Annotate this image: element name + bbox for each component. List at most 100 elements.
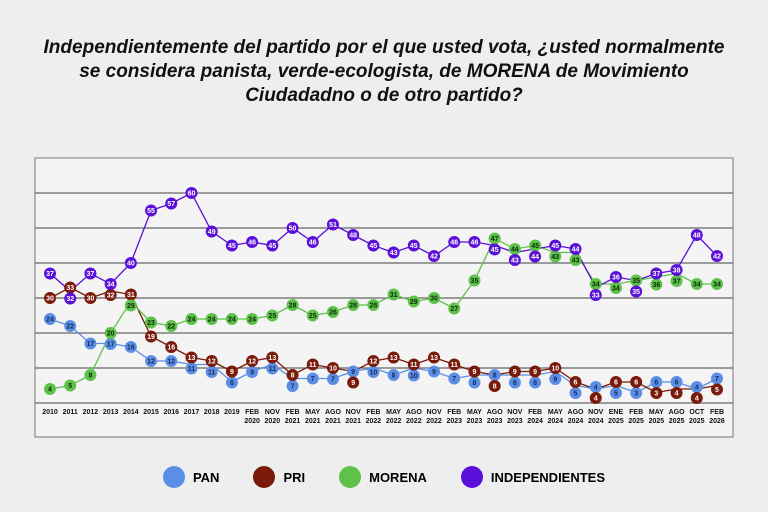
data-label-morena: 24 xyxy=(208,317,216,324)
data-label-morena: 45 xyxy=(531,243,539,250)
data-label-morena: 44 xyxy=(511,247,519,254)
data-label-morena: 31 xyxy=(390,292,398,299)
data-badge-pri xyxy=(650,387,663,399)
data-label-morena: 26 xyxy=(329,310,337,317)
data-label-independientes: 49 xyxy=(208,229,216,236)
data-badge-morena xyxy=(145,316,158,329)
data-badge-pri xyxy=(124,288,137,301)
data-badge-pri xyxy=(670,387,683,399)
data-badge-pan xyxy=(488,369,501,381)
legend-swatch xyxy=(162,466,185,488)
data-badge-pan xyxy=(104,338,117,350)
data-label-morena: 28 xyxy=(349,303,357,310)
data-label-morena: 28 xyxy=(289,303,297,310)
x-tick-label: NOV 2021 xyxy=(345,409,361,425)
data-badge-independientes xyxy=(306,236,319,248)
data-label-morena: 24 xyxy=(188,317,196,324)
data-label-morena: 27 xyxy=(450,306,458,313)
data-label-pan: 11 xyxy=(208,370,216,377)
data-badge-pri xyxy=(367,355,380,367)
data-badge-pan xyxy=(286,380,299,392)
data-badge-pan xyxy=(549,373,562,385)
data-badge-pri xyxy=(407,358,420,371)
data-badge-pan xyxy=(690,381,703,393)
data-badge-morena xyxy=(64,379,77,392)
data-badge-pan xyxy=(529,376,542,389)
data-label-pan: 5 xyxy=(574,391,578,398)
data-label-independientes: 36 xyxy=(612,275,620,282)
data-badge-pan xyxy=(609,387,622,399)
data-label-pri: 9 xyxy=(533,369,537,376)
data-badge-pri xyxy=(468,365,481,378)
x-tick-label: 2011 xyxy=(63,409,78,416)
data-badge-pri xyxy=(165,341,178,353)
data-label-independientes: 37 xyxy=(652,271,660,278)
data-label-morena: 22 xyxy=(167,324,175,331)
data-badge-independientes xyxy=(64,292,77,305)
data-badge-morena xyxy=(468,274,481,287)
series-line-pan xyxy=(49,318,718,394)
data-badge-morena xyxy=(407,295,420,308)
data-badge-pri xyxy=(326,362,339,374)
data-badge-independientes xyxy=(84,267,97,280)
data-label-morena: 25 xyxy=(309,313,317,320)
data-badge-independientes xyxy=(468,236,481,248)
data-labels: 24 22 17 17 16 12 12 11 11 6 9 11 7 7 7 9 10 8 10 9 7 8 8 8 8 9 5 4… xyxy=(46,191,721,403)
data-badge-morena xyxy=(84,369,97,381)
data-label-morena: 28 xyxy=(369,303,377,310)
data-badge-morena xyxy=(104,327,117,339)
data-label-pri: 4 xyxy=(695,396,699,403)
data-badge-independientes xyxy=(630,285,643,298)
data-label-independientes: 33 xyxy=(592,293,600,300)
data-label-pri: 11 xyxy=(451,362,459,369)
data-badge-pan xyxy=(266,362,279,375)
data-label-morena: 34 xyxy=(592,282,600,289)
chart-title: Independientemente del partido por el qu… xyxy=(43,37,725,106)
legend-item-pri: PRI xyxy=(253,466,305,488)
data-badge-independientes xyxy=(448,236,461,248)
x-tick-label: MAY 2024 xyxy=(548,409,564,425)
data-label-independientes: 32 xyxy=(66,296,74,303)
data-label-morena: 34 xyxy=(713,282,721,289)
data-label-pri: 8 xyxy=(493,384,497,391)
data-badge-morena xyxy=(286,299,299,311)
data-badge-pan xyxy=(205,366,218,378)
data-badge-morena xyxy=(165,320,178,332)
data-label-independientes: 51 xyxy=(329,222,337,229)
data-label-independientes: 45 xyxy=(491,247,499,254)
legend-item-independientes: INDEPENDIENTES xyxy=(460,466,605,488)
data-badge-independientes xyxy=(488,243,501,256)
data-badge-independientes xyxy=(589,289,602,301)
data-label-pan: 9 xyxy=(250,370,254,377)
x-tick-label: 2010 xyxy=(42,409,58,416)
data-label-morena: 5 xyxy=(68,383,72,390)
data-label-pan: 5 xyxy=(614,391,618,398)
data-badge-pan xyxy=(711,372,723,385)
data-badge-pan xyxy=(185,362,198,375)
data-badge-morena xyxy=(266,309,279,322)
x-tick-label: FEB 2021 xyxy=(285,409,301,425)
data-point-badges xyxy=(44,187,723,404)
data-label-pri: 10 xyxy=(329,366,337,373)
data-badge-pan xyxy=(670,376,683,388)
data-badge-pri xyxy=(84,292,97,304)
data-badge-morena xyxy=(529,239,542,252)
data-badge-pri xyxy=(488,380,501,392)
data-label-morena: 34 xyxy=(693,282,701,289)
data-label-morena: 25 xyxy=(268,313,276,320)
data-label-pan: 4 xyxy=(695,385,699,392)
data-label-pri: 9 xyxy=(351,380,355,387)
data-label-morena: 20 xyxy=(107,331,115,338)
data-badge-pri xyxy=(428,351,441,364)
data-label-morena: 8 xyxy=(88,373,92,380)
data-label-pan: 9 xyxy=(553,377,557,384)
data-badge-independientes xyxy=(145,204,158,217)
data-label-morena: 36 xyxy=(652,282,660,289)
data-badge-morena xyxy=(44,383,56,395)
data-label-independientes: 45 xyxy=(369,243,377,250)
data-badge-pan xyxy=(387,369,400,381)
x-tick-label: MAY 2021 xyxy=(305,409,321,425)
x-tick-label: NOV 2020 xyxy=(265,409,281,425)
data-badge-pan xyxy=(569,387,582,399)
legend-item-pan: PAN xyxy=(162,466,219,488)
